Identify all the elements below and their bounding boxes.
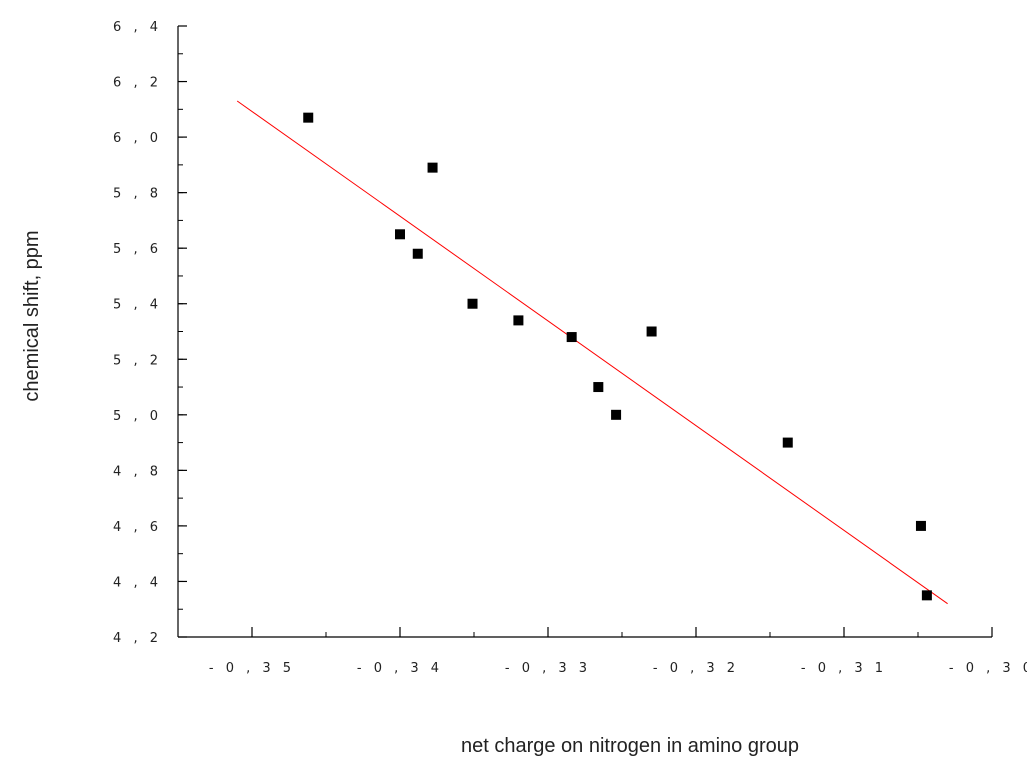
x-axis: - 0 , 3 5 - 0 , 3 4 - 0 , 3 3 - 0 , 3 2 - 0 … xyxy=(177,627,1027,676)
x-tick-label: - 0 , 3 2 xyxy=(653,661,739,676)
data-point xyxy=(646,326,657,337)
data-point xyxy=(611,409,622,420)
x-tick-label: - 0 , 3 3 xyxy=(505,661,591,676)
data-point xyxy=(412,248,423,259)
y-tick-label: 6 , 4 xyxy=(113,20,162,35)
fit-line-layer xyxy=(236,100,948,605)
y-tick-label: 4 , 8 xyxy=(113,464,162,479)
data-point xyxy=(513,315,524,326)
regression-line xyxy=(236,100,948,605)
data-point xyxy=(566,332,577,343)
x-axis-title: net charge on nitrogen in amino group xyxy=(461,735,799,757)
y-tick-label: 4 , 2 xyxy=(113,631,162,646)
data-point xyxy=(467,298,478,309)
data-point xyxy=(395,229,405,240)
data-points-layer xyxy=(303,112,932,601)
data-point xyxy=(593,382,604,393)
y-axis-title: chemical shift, ppm xyxy=(21,230,43,401)
y-tick-label: 5 , 6 xyxy=(113,242,162,257)
data-point xyxy=(303,112,314,123)
x-tick-label: - 0 , 3 4 xyxy=(357,661,443,676)
data-point xyxy=(427,162,438,173)
x-tick-label: - 0 , 3 1 xyxy=(801,661,887,676)
y-tick-label: 5 , 2 xyxy=(113,353,162,368)
y-tick-label: 6 , 2 xyxy=(113,76,162,91)
y-tick-label: 4 , 6 xyxy=(113,520,162,535)
y-tick-label: 6 , 0 xyxy=(113,131,162,146)
y-tick-label: 5 , 4 xyxy=(113,298,162,313)
y-tick-label: 4 , 4 xyxy=(113,575,162,590)
data-point xyxy=(915,520,926,531)
x-tick-label: - 0 , 3 5 xyxy=(209,661,295,676)
data-point xyxy=(921,590,932,601)
data-point xyxy=(782,437,793,448)
x-tick-label: - 0 , 3 0 xyxy=(949,661,1027,676)
y-tick-label: 5 , 8 xyxy=(113,187,162,202)
y-tick-label: 5 , 0 xyxy=(113,409,162,424)
y-axis: 4 , 2 4 , 4 4 , 6 4 , 8 5 , 0 5 , 2 5 , 4 5 , 6… xyxy=(113,20,187,646)
